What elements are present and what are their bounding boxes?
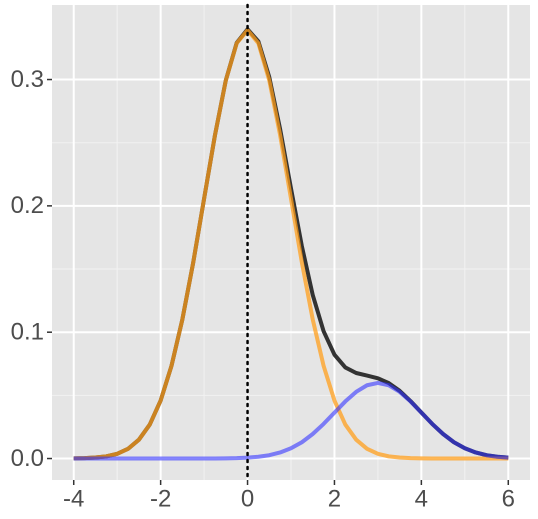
y-tick-label: 0.3 — [11, 66, 44, 93]
x-tick-label: 0 — [241, 485, 254, 512]
x-tick-label: 6 — [502, 485, 515, 512]
y-tick-label: 0.0 — [11, 445, 44, 472]
y-tick-label: 0.2 — [11, 192, 44, 219]
density-line — [73, 380, 509, 461]
x-tick-label: 2 — [328, 485, 341, 512]
x-tick-label: -2 — [150, 485, 171, 512]
x-tick-label: -4 — [63, 485, 84, 512]
x-tick-label: 4 — [415, 485, 428, 512]
density-line — [73, 28, 509, 461]
y-tick-label: 0.1 — [11, 319, 44, 346]
